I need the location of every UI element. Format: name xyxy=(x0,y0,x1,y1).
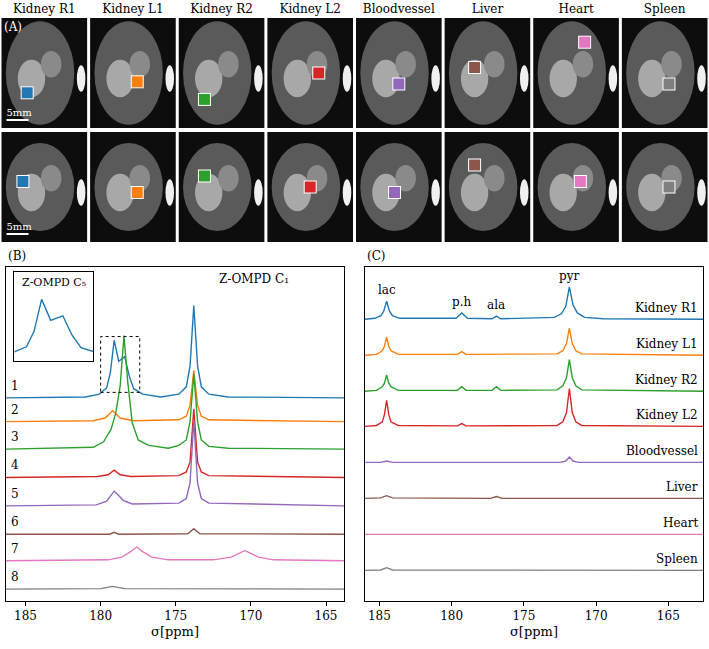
svg-text:Kidney R1: Kidney R1 xyxy=(635,301,698,315)
svg-text:Z-OMPD C₁: Z-OMPD C₁ xyxy=(219,272,289,286)
svg-text:Spleen: Spleen xyxy=(656,552,698,566)
svg-text:σ[ppm]: σ[ppm] xyxy=(151,624,199,639)
svg-text:Kidney L1: Kidney L1 xyxy=(102,2,164,16)
svg-text:lac: lac xyxy=(378,283,396,297)
svg-text:Kidney R1: Kidney R1 xyxy=(13,2,76,16)
svg-text:Liver: Liver xyxy=(666,480,698,494)
svg-text:1: 1 xyxy=(11,379,19,393)
svg-text:Heart: Heart xyxy=(663,516,698,530)
svg-text:Kidney L1: Kidney L1 xyxy=(636,337,698,351)
svg-text:165: 165 xyxy=(315,609,338,623)
svg-text:5: 5 xyxy=(11,487,19,501)
svg-text:σ[ppm]: σ[ppm] xyxy=(510,624,558,639)
svg-text:Heart: Heart xyxy=(558,2,593,16)
svg-text:Kidney R2: Kidney R2 xyxy=(635,373,698,387)
svg-text:ala: ala xyxy=(487,298,505,312)
svg-text:170: 170 xyxy=(585,609,608,623)
svg-text:3: 3 xyxy=(11,430,19,444)
svg-text:5mm: 5mm xyxy=(7,107,33,118)
svg-text:(C): (C) xyxy=(367,249,386,263)
svg-text:(A): (A) xyxy=(4,20,22,34)
svg-text:Kidney L2: Kidney L2 xyxy=(636,408,698,422)
svg-text:(B): (B) xyxy=(8,249,26,263)
svg-text:185: 185 xyxy=(368,609,391,623)
svg-text:pyr: pyr xyxy=(559,269,579,283)
svg-text:180: 180 xyxy=(89,609,112,623)
svg-text:Bloodvessel: Bloodvessel xyxy=(363,2,435,16)
svg-text:4: 4 xyxy=(11,458,19,472)
svg-text:Spleen: Spleen xyxy=(644,2,686,16)
svg-text:175: 175 xyxy=(512,609,535,623)
svg-text:185: 185 xyxy=(14,609,37,623)
svg-text:Bloodvessel: Bloodvessel xyxy=(626,444,698,458)
svg-text:8: 8 xyxy=(11,570,19,584)
svg-text:Z-OMPD C₅: Z-OMPD C₅ xyxy=(22,276,86,289)
svg-text:7: 7 xyxy=(11,542,19,556)
svg-text:Kidney L2: Kidney L2 xyxy=(279,2,341,16)
svg-text:Liver: Liver xyxy=(472,2,504,16)
svg-text:6: 6 xyxy=(11,515,19,529)
svg-text:Kidney R2: Kidney R2 xyxy=(190,2,253,16)
svg-text:5mm: 5mm xyxy=(7,221,33,232)
svg-text:2: 2 xyxy=(11,403,19,417)
svg-text:170: 170 xyxy=(239,609,262,623)
svg-text:p.h: p.h xyxy=(452,295,471,309)
svg-text:180: 180 xyxy=(440,609,463,623)
svg-text:165: 165 xyxy=(657,609,680,623)
svg-text:175: 175 xyxy=(164,609,187,623)
